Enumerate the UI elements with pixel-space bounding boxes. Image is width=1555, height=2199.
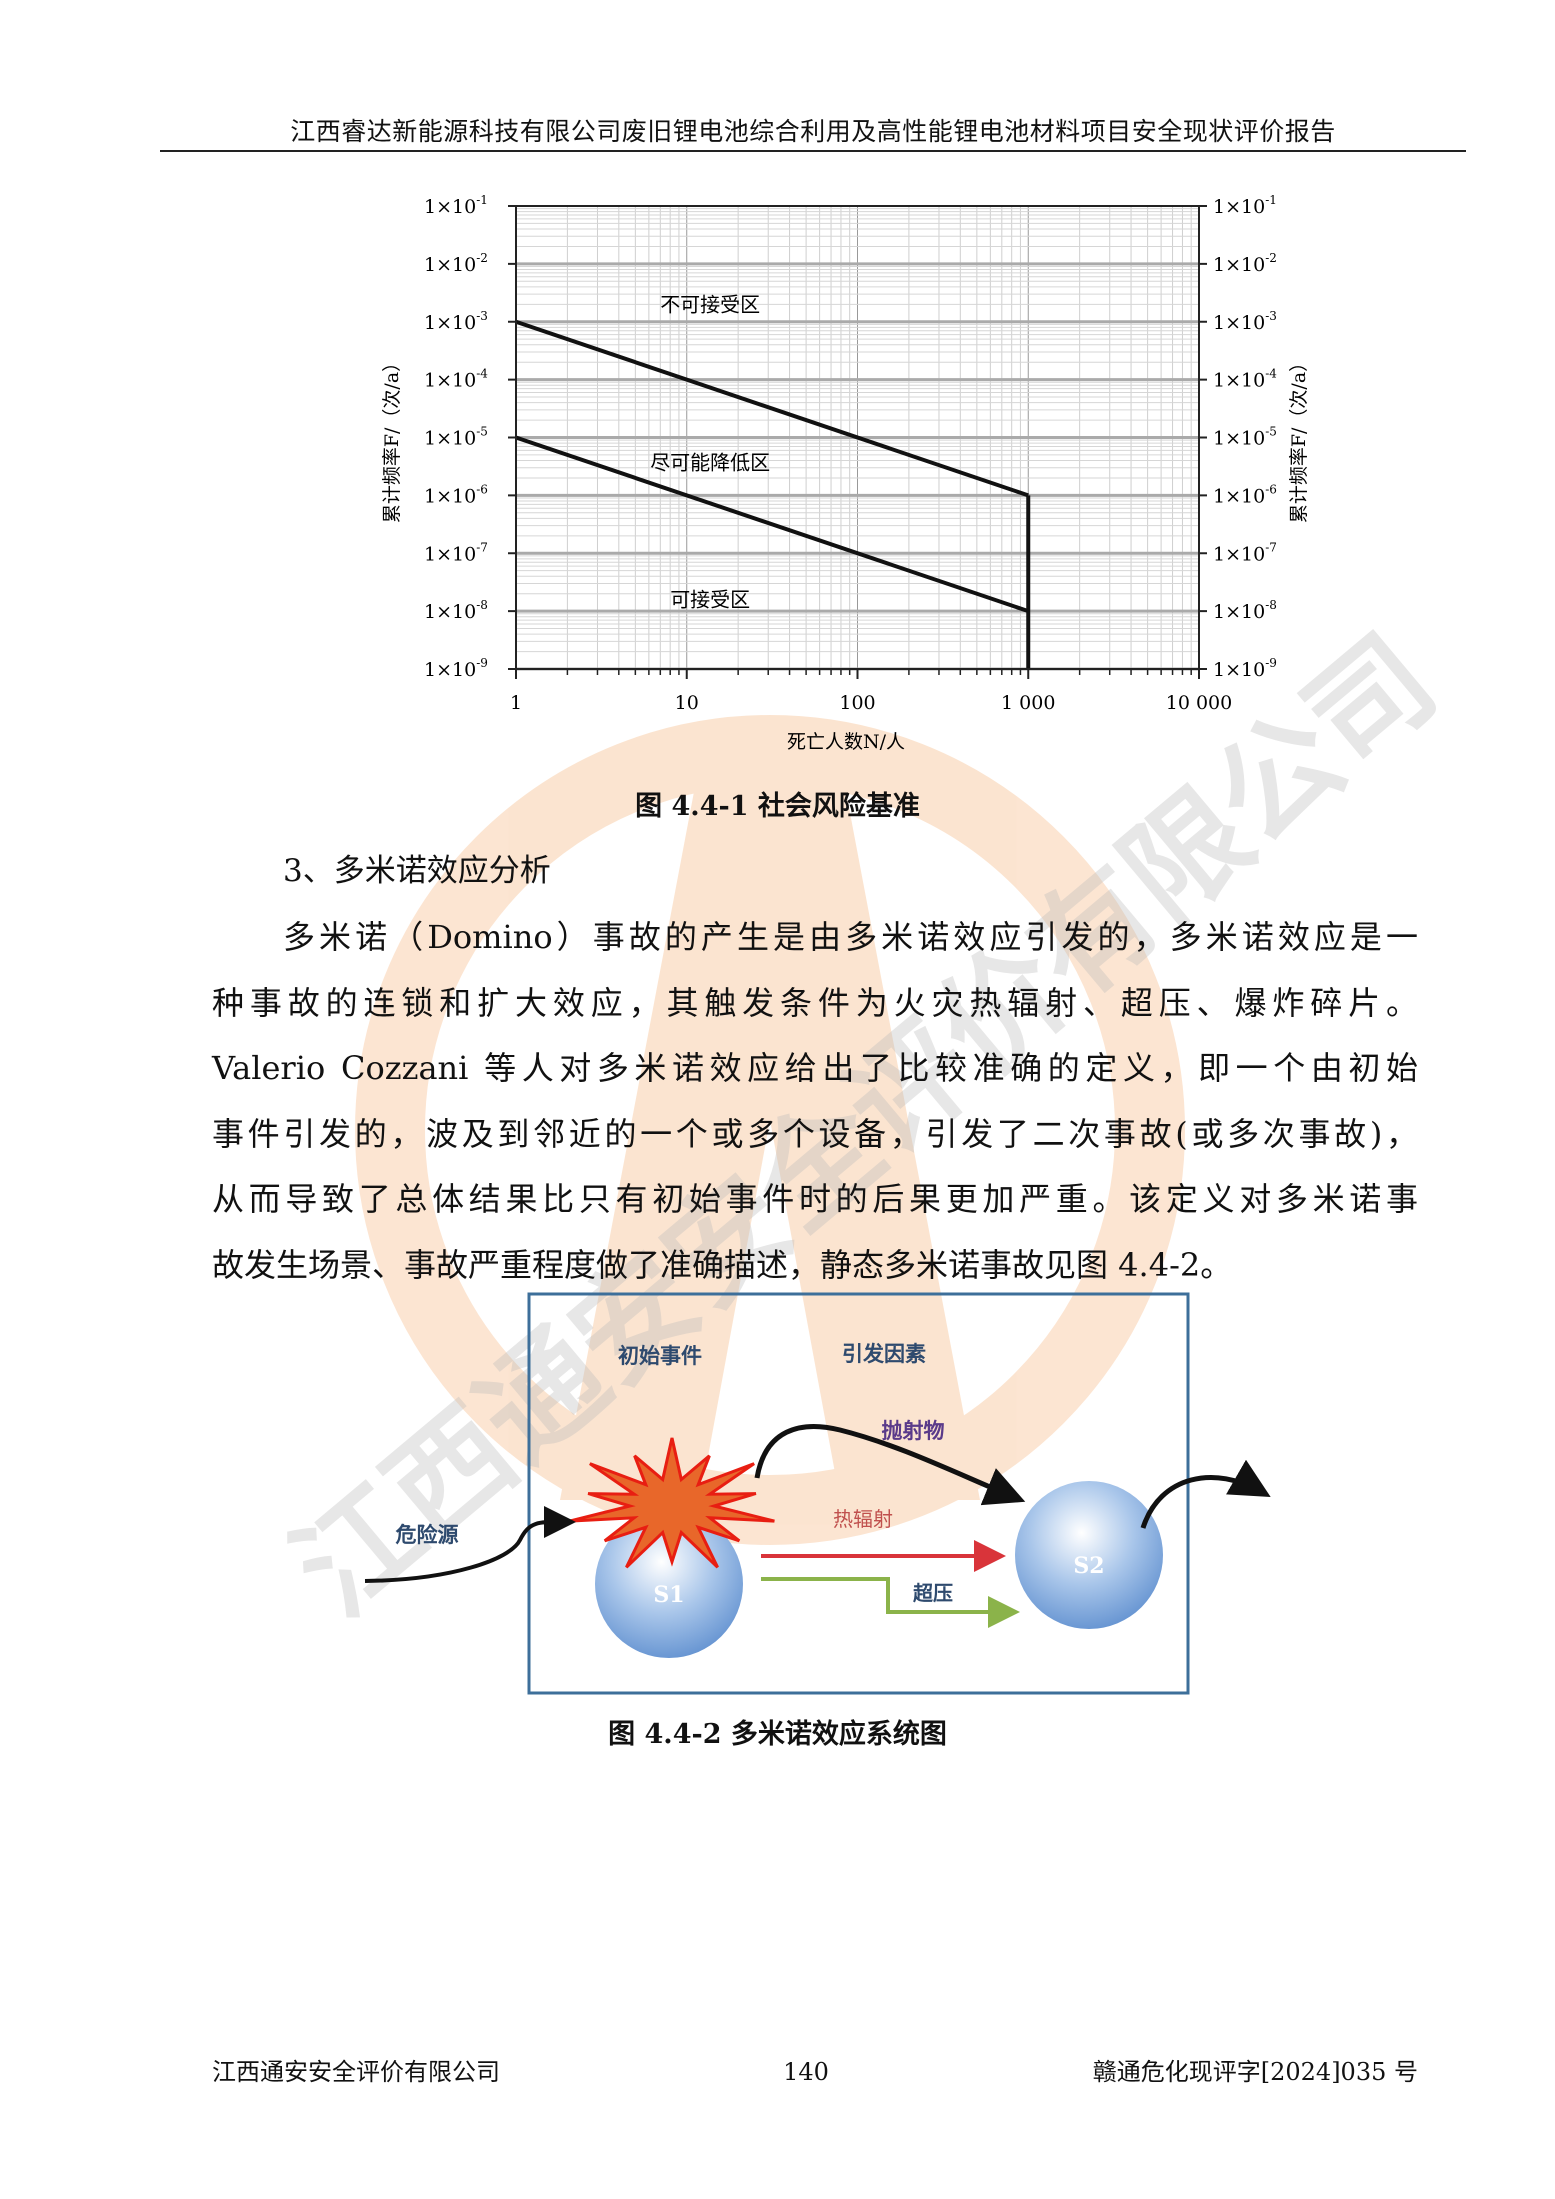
y-tick-label-right: 1×10-2 (1213, 251, 1277, 276)
x-tick-label: 10 (675, 692, 699, 714)
social-risk-chart: 1 10 100 1 000 10 000 1×10-1 1×10-1 1×10-2 1×10-… (381, 193, 1310, 753)
overpressure-label: 超压 (912, 1581, 953, 1605)
region-label: 尽可能降低区 (650, 450, 770, 474)
hazard-source-label: 危险源 (396, 1522, 459, 1547)
s2-sphere (1015, 1481, 1163, 1629)
s2-label: S2 (1073, 1553, 1104, 1579)
projectile-arrow (754, 1424, 1026, 1506)
y-tick-label-left: 1×10-6 (424, 482, 488, 507)
y-tick-label-right: 1×10-4 (1213, 367, 1277, 392)
x-axis-label: 死亡人数N/人 (787, 731, 905, 753)
region-label: 可接受区 (670, 588, 750, 612)
chart-ticks: 1 10 100 1 000 10 000 1×10-1 1×10-1 1×10-2 1×10-… (424, 193, 1277, 714)
header-divider (160, 150, 1466, 152)
paragraph-line: 故发生场景、事故严重程度做了准确描述，静态多米诺事故见图 4.4-2。 (212, 1246, 1233, 1284)
section-heading: 3、多米诺效应分析 (283, 853, 551, 889)
diagram-frame (527, 1292, 1190, 1695)
paragraph-line: Valerio Cozzani 等人对多米诺效应给出了比较准确的定义，即一个由初… (212, 1049, 1418, 1087)
y-tick-label-left: 1×10-3 (424, 309, 488, 334)
explosion-burst-icon (569, 1437, 775, 1569)
chart-series (515, 319, 1031, 669)
paragraph-line: 事件引发的，波及到邻近的一个或多个设备，引发了二次事故(或多次事故)， (212, 1115, 1418, 1153)
y-axis-label-right: 累计频率F/（次/a） (1288, 353, 1310, 523)
x-tick-label: 1 000 (1001, 692, 1055, 714)
y-tick-label-right: 1×10-3 (1213, 309, 1277, 334)
y-tick-label-left: 1×10-7 (424, 540, 488, 565)
propagation-arrow (1140, 1459, 1271, 1529)
domino-effect-diagram: 初始事件 引发因素 抛射物 S1 S2 热辐射 超压 危险源 (364, 1292, 1271, 1695)
y-axis-label-left: 累计频率F/（次/a） (381, 353, 403, 523)
y-tick-label-right: 1×10-5 (1213, 425, 1277, 450)
x-tick-label: 1 (510, 692, 522, 714)
y-tick-label-right: 1×10-7 (1213, 540, 1277, 565)
paragraph-line: 多米诺（Domino）事故的产生是由多米诺效应引发的，多米诺效应是一 (283, 918, 1418, 956)
initial-event-label: 初始事件 (618, 1343, 702, 1368)
paragraph-line: 从而导致了总体结果比只有初始事件时的后果更加严重。该定义对多米诺事 (212, 1180, 1418, 1218)
figure-1-caption: 图 4.4-1 社会风险基准 (635, 791, 920, 822)
region-label: 不可接受区 (660, 293, 760, 317)
paragraph-line: 种事故的连锁和扩大效应，其触发条件为火灾热辐射、超压、爆炸碎片。 (212, 984, 1418, 1022)
projectile-label: 抛射物 (882, 1418, 945, 1443)
y-tick-label-right: 1×10-6 (1213, 482, 1277, 507)
figure-2-caption: 图 4.4-2 多米诺效应系统图 (608, 1719, 947, 1750)
y-tick-label-right: 1×10-1 (1213, 193, 1277, 218)
overpressure-arrow (761, 1577, 1020, 1628)
thermal-radiation-label: 热辐射 (833, 1507, 893, 1531)
y-tick-label-right: 1×10-9 (1213, 656, 1277, 681)
footer-report-number: 赣通危化现评字[2024]035 号 (1092, 2058, 1418, 2086)
x-tick-label: 100 (839, 692, 875, 714)
series-line (515, 435, 1029, 614)
y-tick-label-right: 1×10-8 (1213, 598, 1277, 623)
y-tick-label-left: 1×10-1 (424, 193, 488, 218)
y-tick-label-left: 1×10-5 (424, 425, 488, 450)
y-tick-label-left: 1×10-9 (424, 656, 488, 681)
footer-company: 江西通安安全评价有限公司 (212, 2058, 500, 2086)
x-tick-label: 10 000 (1166, 692, 1232, 714)
series-line (515, 319, 1029, 498)
chart-grid (515, 206, 1199, 671)
page-header-title: 江西睿达新能源科技有限公司废旧锂电池综合利用及高性能锂电池材料项目安全现状评价报… (290, 117, 1336, 146)
hazard-arrow (364, 1505, 576, 1583)
y-tick-label-left: 1×10-8 (424, 598, 488, 623)
trigger-factors-label: 引发因素 (842, 1341, 926, 1366)
y-tick-label-left: 1×10-2 (424, 251, 488, 276)
footer-page-number: 140 (783, 2058, 829, 2086)
y-tick-label-left: 1×10-4 (424, 367, 488, 392)
s1-label: S1 (653, 1582, 684, 1608)
